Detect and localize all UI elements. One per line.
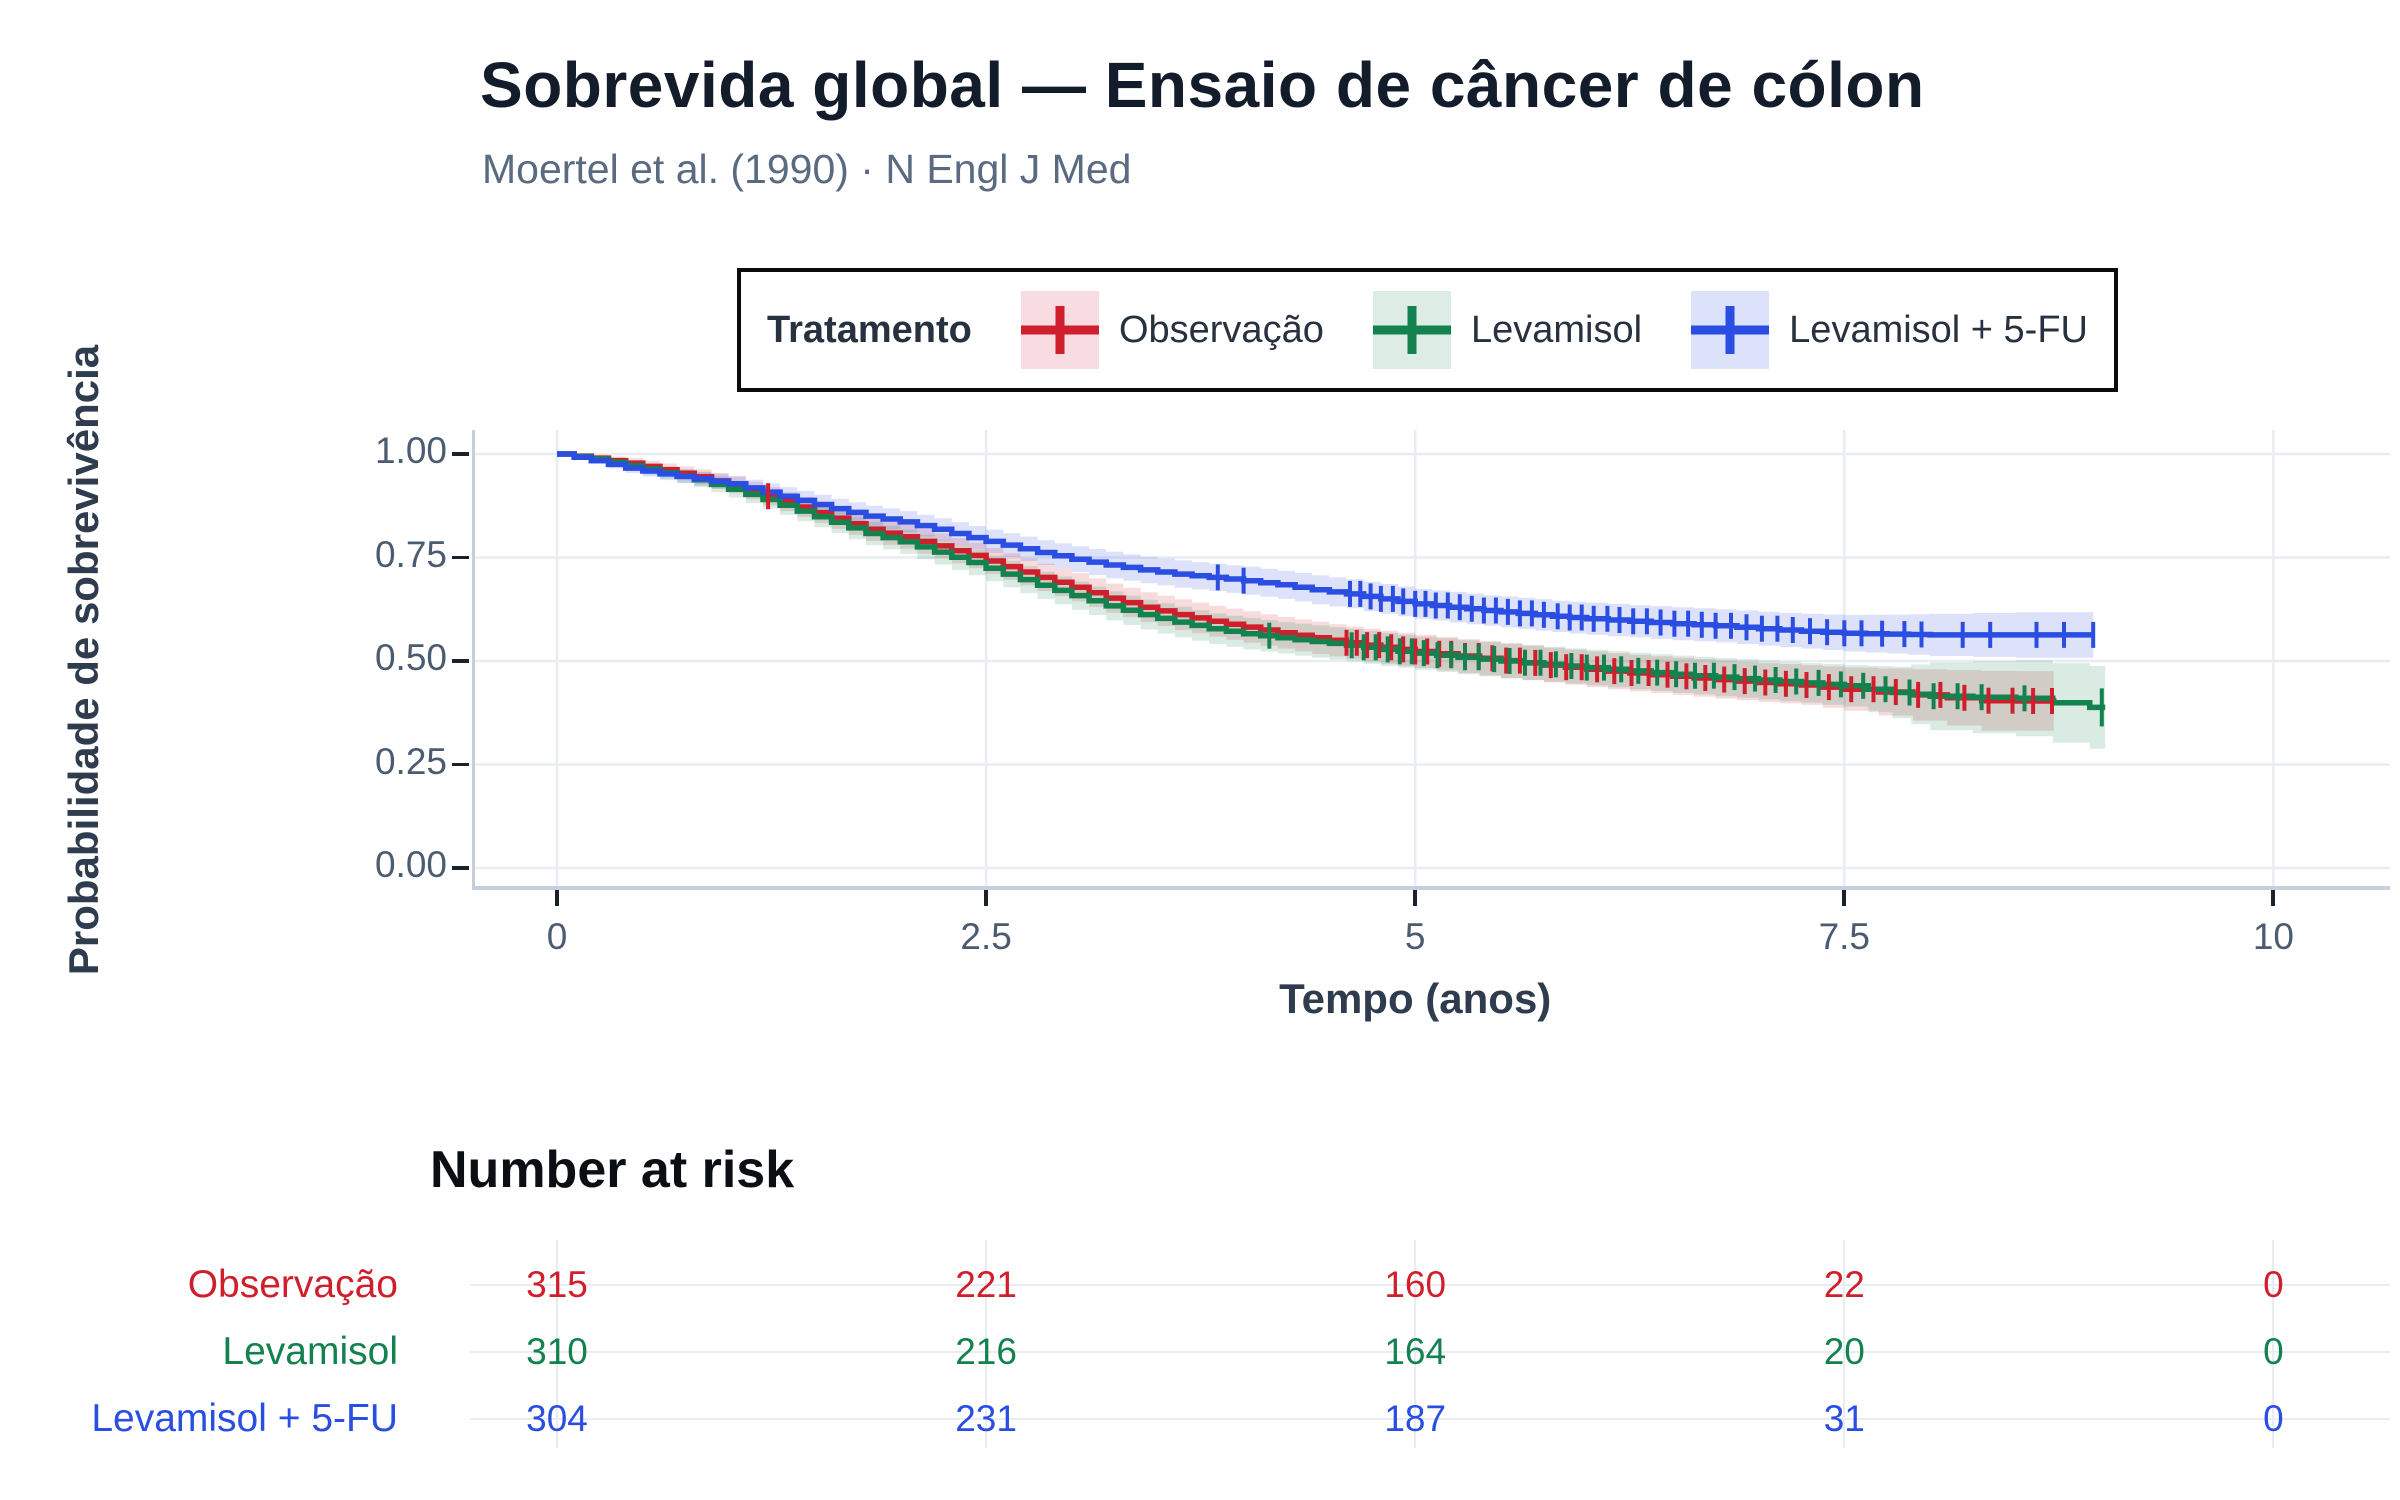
- km-curve: [557, 451, 2106, 711]
- risk-grid-v: [556, 1240, 558, 1448]
- risk-grid-h: [470, 1284, 2390, 1286]
- x-tick-mark: [984, 890, 988, 906]
- legend-item-levamisol-5fu: Levamisol + 5-FU: [1691, 291, 2088, 369]
- risk-value: 164: [1384, 1331, 1447, 1372]
- risk-row-label: Levamisol: [222, 1330, 398, 1373]
- y-tick-mark: [452, 555, 469, 559]
- risk-grid-v: [985, 1240, 988, 1448]
- risk-value: 221: [955, 1264, 1017, 1305]
- y-tick-label: 0.00: [374, 844, 447, 885]
- legend-item-label: Levamisol + 5-FU: [1789, 308, 2088, 351]
- y-tick-mark: [452, 452, 469, 456]
- ci-band: [557, 454, 2054, 731]
- risk-value: 31: [1823, 1398, 1865, 1439]
- x-tick-mark: [555, 890, 559, 906]
- x-tick-mark: [1842, 890, 1846, 906]
- x-tick-mark: [1413, 890, 1417, 906]
- risk-value: 0: [2263, 1398, 2284, 1439]
- risk-table-title: Number at risk: [430, 1141, 795, 1199]
- risk-value: 0: [2263, 1331, 2284, 1372]
- risk-grid-v: [2272, 1240, 2275, 1448]
- plus-cross-icon: [1372, 291, 1451, 369]
- risk-value: 160: [1384, 1264, 1447, 1305]
- legend-item-levamisol: Levamisol: [1372, 291, 1643, 369]
- km-plot: [472, 430, 2390, 890]
- risk-value: 20: [1823, 1331, 1865, 1372]
- y-tick-label: 1.00: [374, 430, 447, 471]
- plus-cross-icon: [1691, 291, 1770, 369]
- x-tick-label: 0: [546, 916, 568, 957]
- risk-value: 310: [526, 1331, 588, 1372]
- y-tick-label: 0.50: [374, 637, 447, 678]
- x-tick-label: 7.5: [1818, 916, 1871, 957]
- km-plot-panel: [472, 430, 2390, 890]
- risk-value: 231: [955, 1398, 1017, 1439]
- plus-cross-icon: [1020, 291, 1099, 369]
- page-title: Sobrevida global — Ensaio de câncer de c…: [480, 49, 1925, 121]
- page-subtitle: Moertel et al. (1990) · N Engl J Med: [482, 146, 1132, 192]
- risk-value: 315: [526, 1264, 588, 1305]
- legend-title: Tratamento: [767, 308, 972, 351]
- risk-value: 304: [526, 1398, 588, 1439]
- risk-grid-h: [470, 1351, 2390, 1353]
- x-tick-label: 2.5: [960, 916, 1012, 957]
- risk-value: 187: [1384, 1398, 1447, 1439]
- x-tick-mark: [2271, 890, 2275, 906]
- risk-row-label: Observação: [187, 1263, 398, 1306]
- y-tick-label: 0.75: [374, 533, 447, 575]
- y-tick-mark: [452, 866, 469, 870]
- risk-grid-v: [1414, 1240, 1417, 1448]
- risk-grid-h: [470, 1418, 2390, 1420]
- risk-grid-v: [1843, 1240, 1846, 1448]
- legend: Tratamento Observação Levamisol Levamiso…: [737, 268, 2118, 392]
- y-tick-mark: [452, 762, 469, 766]
- x-tick-label: 5: [1404, 916, 1426, 957]
- y-tick-mark: [452, 659, 469, 663]
- risk-row-label: Levamisol + 5-FU: [91, 1397, 398, 1440]
- km-curve: [557, 451, 2094, 638]
- y-tick-label: 0.25: [374, 740, 447, 782]
- legend-item-observacao: Observação: [1020, 291, 1324, 369]
- risk-value: 0: [2263, 1264, 2284, 1305]
- risk-value: 22: [1823, 1264, 1865, 1305]
- risk-value: 216: [955, 1331, 1017, 1372]
- legend-item-label: Observação: [1118, 308, 1324, 351]
- legend-item-label: Levamisol: [1470, 308, 1643, 351]
- x-tick-label: 10: [2252, 916, 2294, 957]
